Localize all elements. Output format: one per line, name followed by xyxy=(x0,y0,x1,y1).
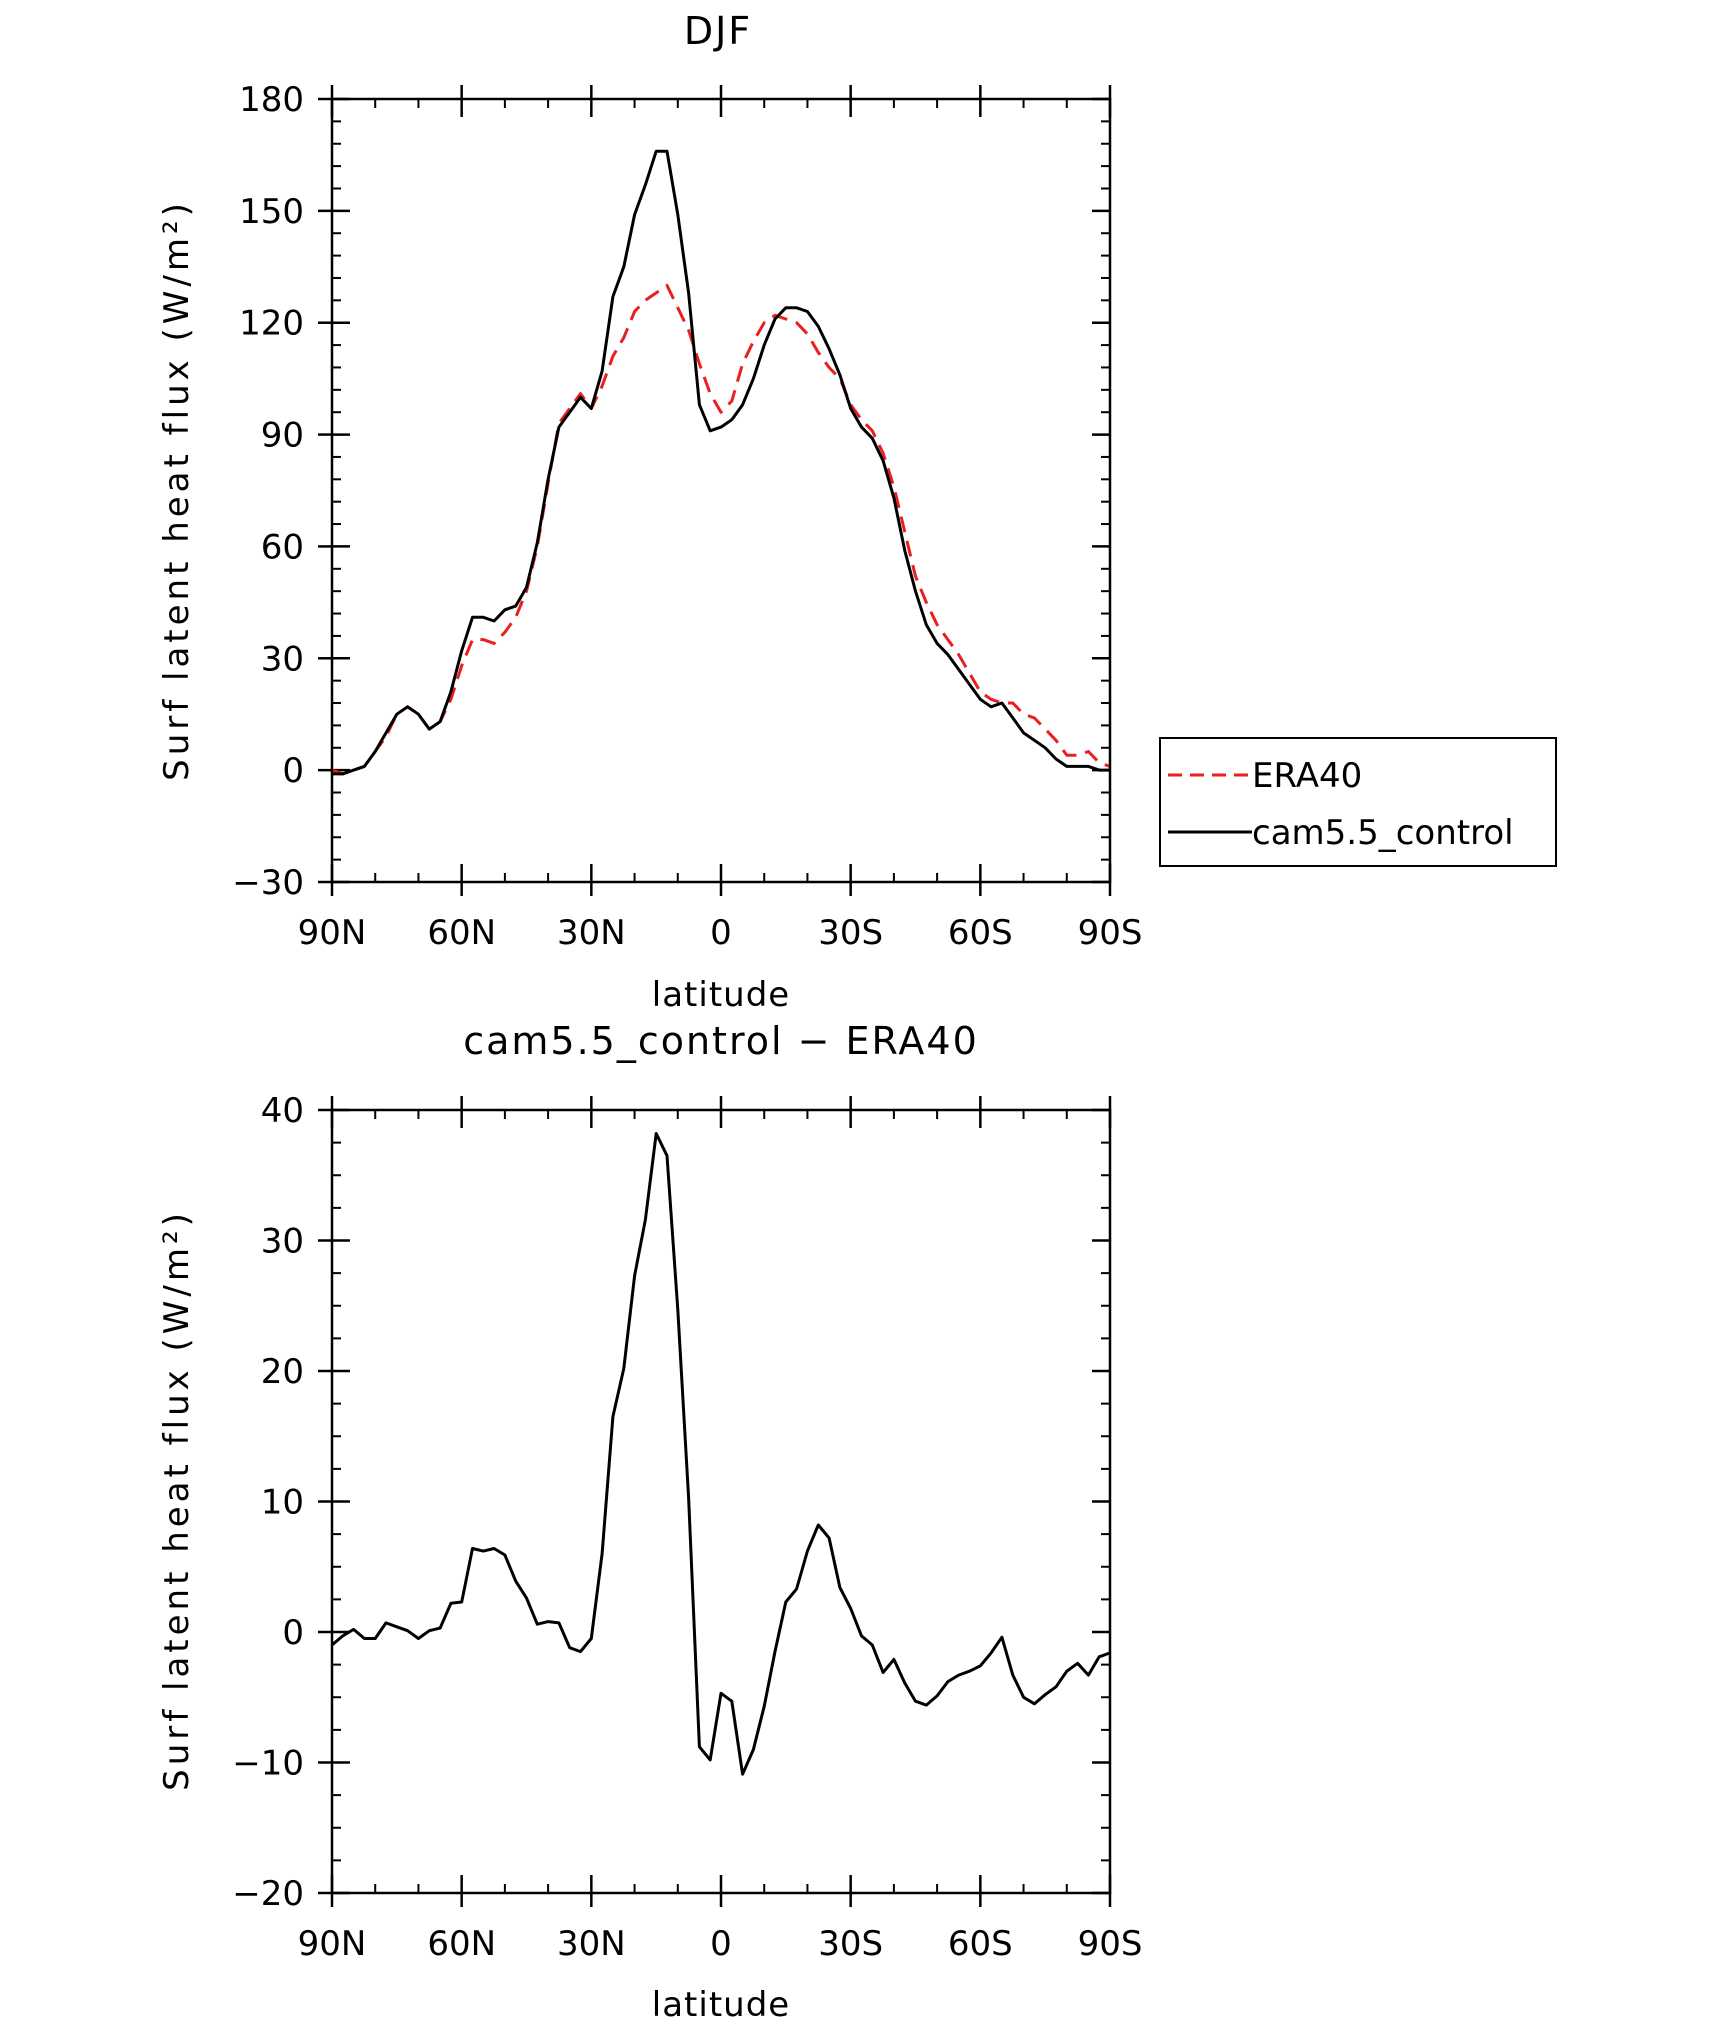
y-tick-label: 40 xyxy=(261,1091,304,1131)
x-tick-label: 30N xyxy=(557,913,626,953)
top-chart: DJF 180 150 120 90 60 30 0 −30 90N 60N 30N 0 30S 60S… xyxy=(157,9,1557,1015)
y-tick-label: 120 xyxy=(239,304,304,344)
legend-box xyxy=(1159,737,1557,867)
x-tick-label: 0 xyxy=(710,913,732,953)
bottom-chart: cam5.5_control − ERA40 40 30 20 10 0 −10 −20 9… xyxy=(157,1019,1142,2021)
chart-title: DJF xyxy=(684,9,752,53)
x-tick-label: 90S xyxy=(1078,913,1143,953)
plot-area xyxy=(331,1132,1111,1776)
legend-label-cam5: cam5.5_control xyxy=(1252,813,1514,853)
y-tick-label: 30 xyxy=(261,1222,304,1262)
y-tick-marks xyxy=(318,1096,1112,1907)
y-tick-labels: 180 150 120 90 60 30 0 −30 xyxy=(232,80,304,903)
y-tick-label: −10 xyxy=(232,1744,304,1784)
y-tick-marks xyxy=(318,85,1112,896)
plot-frame xyxy=(330,1108,1112,1895)
y-tick-label: 0 xyxy=(282,1613,304,1653)
x-tick-label: 60N xyxy=(427,1924,496,1964)
x-tick-label: 90N xyxy=(298,913,367,953)
legend-label-era40: ERA40 xyxy=(1252,756,1362,796)
y-tick-label: −20 xyxy=(232,1874,304,1914)
x-tick-label: 30S xyxy=(818,913,883,953)
y-tick-labels: 40 30 20 10 0 −10 −20 xyxy=(232,1091,304,1914)
x-tick-label: 60S xyxy=(948,1924,1013,1964)
y-tick-label: 60 xyxy=(261,527,304,567)
x-axis-label: latitude xyxy=(652,1985,790,2021)
x-tick-label: 90N xyxy=(298,1924,367,1964)
x-tick-label: 60N xyxy=(427,913,496,953)
y-tick-label: 90 xyxy=(261,416,304,456)
plot-frame xyxy=(330,97,1112,884)
y-tick-label: −30 xyxy=(232,863,304,903)
y-tick-label: 0 xyxy=(282,751,304,791)
x-tick-label: 60S xyxy=(948,913,1013,953)
y-tick-label: 150 xyxy=(239,192,304,232)
y-axis-label: Surf latent heat flux (W/m²) xyxy=(157,1209,197,1791)
plot-area xyxy=(331,149,1111,776)
x-tick-label: 30N xyxy=(557,1924,626,1964)
y-tick-label: 30 xyxy=(261,639,304,679)
x-tick-label: 0 xyxy=(710,1924,732,1964)
series-line-difference xyxy=(331,1132,1111,1776)
y-axis-label: Surf latent heat flux (W/m²) xyxy=(157,199,197,781)
x-tick-label: 30S xyxy=(818,1924,883,1964)
y-tick-label: 20 xyxy=(261,1352,304,1392)
chart-title: cam5.5_control − ERA40 xyxy=(463,1019,979,1063)
x-axis-label: latitude xyxy=(652,975,790,1015)
x-tick-labels: 90N 60N 30N 0 30S 60S 90S xyxy=(298,1924,1143,1964)
y-tick-label: 10 xyxy=(261,1483,304,1523)
x-tick-label: 90S xyxy=(1078,1924,1143,1964)
series-line-era40 xyxy=(331,283,1111,776)
y-tick-label: 180 xyxy=(239,80,304,120)
legend: ERA40 cam5.5_control xyxy=(1159,737,1557,867)
x-tick-labels: 90N 60N 30N 0 30S 60S 90S xyxy=(298,913,1143,953)
series-line-cam5-5-control xyxy=(332,149,1110,776)
